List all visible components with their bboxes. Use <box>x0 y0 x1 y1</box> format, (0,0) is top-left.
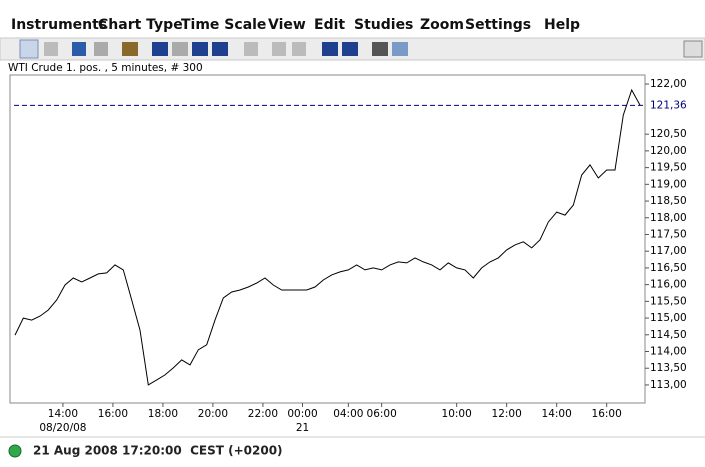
bar-button-2[interactable] <box>172 42 188 56</box>
tool-button[interactable] <box>44 42 58 56</box>
grid-button[interactable] <box>322 42 338 56</box>
x-tick-label: 18:00 <box>148 408 178 420</box>
x-tick-label: 00:00 <box>287 408 317 420</box>
y-tick-label: 119,00 <box>650 178 687 190</box>
y-tick-label: 114,00 <box>650 346 687 358</box>
zoom-in-button[interactable] <box>72 42 86 56</box>
x-tick-label: 16:00 <box>98 408 128 420</box>
y-tick-label: 115,00 <box>650 312 687 324</box>
y-tick-label: 114,50 <box>650 329 687 341</box>
last-price-label: 121,36 <box>650 99 687 111</box>
menu-item[interactable]: Instruments <box>11 17 107 33</box>
menu-item[interactable]: Time Scale <box>181 17 266 33</box>
y-tick-label: 117,50 <box>650 228 687 240</box>
status-indicator <box>8 444 22 458</box>
x-tick-label: 16:00 <box>592 408 622 420</box>
menu-item[interactable]: Settings <box>465 17 531 33</box>
y-tick-label: 115,50 <box>650 295 687 307</box>
menu-item[interactable]: Edit <box>314 17 345 33</box>
menu-item[interactable]: Help <box>544 17 580 33</box>
y-tick-label: 120,00 <box>650 145 687 157</box>
y-tick-label: 118,50 <box>650 195 687 207</box>
y-tick-label: 116,50 <box>650 262 687 274</box>
crosshair-button[interactable] <box>19 39 39 59</box>
x-tick-label: 04:00 <box>333 408 363 420</box>
chart-info: WTI Crude 1. pos. , 5 minutes, # 300 <box>8 62 203 74</box>
x-tick-label: 10:00 <box>442 408 472 420</box>
x-sub-label: 21 <box>296 422 309 434</box>
tool-button-2[interactable] <box>244 42 258 56</box>
bar-button-4[interactable] <box>212 42 228 56</box>
x-tick-label: 14:00 <box>48 408 78 420</box>
pin-button[interactable] <box>683 40 703 58</box>
x-tick-label: 22:00 <box>248 408 278 420</box>
zoom-out-button[interactable] <box>94 42 108 56</box>
y-tick-label: 122,00 <box>650 78 687 90</box>
print-button[interactable] <box>372 42 388 56</box>
plot-area <box>9 74 646 404</box>
menu-item[interactable]: Zoom <box>420 17 464 33</box>
y-tick-label: 113,50 <box>650 362 687 374</box>
y-tick-label: 116,00 <box>650 279 687 291</box>
y-tick-label: 120,50 <box>650 128 687 140</box>
chart-type-button[interactable] <box>122 42 138 56</box>
x-tick-label: 14:00 <box>542 408 572 420</box>
y-tick-label: 119,50 <box>650 162 687 174</box>
x-tick-label: 20:00 <box>198 408 228 420</box>
menu-item[interactable]: Studies <box>354 17 413 33</box>
x-tick-label: 12:00 <box>492 408 522 420</box>
toolbar-icons <box>19 39 703 59</box>
menu-item[interactable]: View <box>268 17 306 33</box>
bar-button-3[interactable] <box>192 42 208 56</box>
y-tick-label: 117,00 <box>650 245 687 257</box>
y-tick-label: 118,00 <box>650 212 687 224</box>
menu-item[interactable]: Chart Type <box>98 17 183 33</box>
x-sub-label: 08/20/08 <box>39 422 86 434</box>
y-tick-label: 113,00 <box>650 379 687 391</box>
list-button[interactable] <box>342 42 358 56</box>
delete-button[interactable] <box>292 42 306 56</box>
status-text: 21 Aug 2008 17:20:00 CEST (+0200) <box>33 444 283 458</box>
draw-button[interactable] <box>272 42 286 56</box>
bar-button[interactable] <box>152 42 168 56</box>
menu-bar <box>0 0 705 38</box>
price-line <box>14 88 641 386</box>
preview-button[interactable] <box>392 42 408 56</box>
x-tick-label: 06:00 <box>367 408 397 420</box>
